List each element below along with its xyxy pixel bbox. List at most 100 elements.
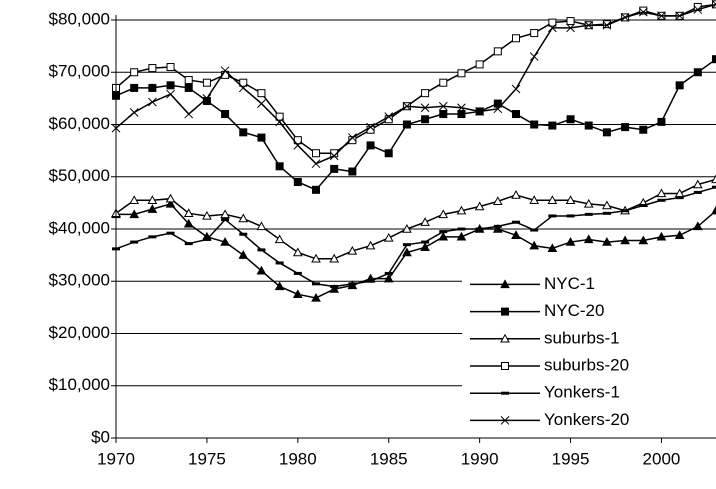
marker xyxy=(457,110,466,119)
marker xyxy=(501,307,509,316)
marker xyxy=(402,120,411,129)
y-tick-label: $30,000 xyxy=(49,271,110,290)
marker xyxy=(348,167,357,176)
y-tick-label: $60,000 xyxy=(49,114,110,133)
marker xyxy=(293,141,303,150)
marker xyxy=(711,174,716,184)
marker xyxy=(584,121,593,130)
marker xyxy=(530,29,539,38)
marker xyxy=(148,235,157,239)
legend-label: Yonkers-20 xyxy=(544,410,629,429)
x-tick-label: 1970 xyxy=(97,449,135,468)
x-tick-label: 1995 xyxy=(552,449,590,468)
marker xyxy=(457,69,466,78)
legend-label: NYC-20 xyxy=(544,301,604,320)
marker xyxy=(147,204,158,213)
marker xyxy=(501,362,509,370)
marker xyxy=(275,117,284,127)
marker xyxy=(438,231,449,241)
marker xyxy=(239,128,248,137)
marker xyxy=(330,284,339,288)
marker xyxy=(311,292,321,302)
series-line xyxy=(115,186,716,288)
marker xyxy=(657,117,666,126)
marker xyxy=(184,76,193,85)
marker xyxy=(184,83,193,92)
marker xyxy=(383,273,394,283)
marker xyxy=(439,78,448,87)
marker xyxy=(674,230,685,239)
marker xyxy=(292,247,303,257)
marker xyxy=(165,193,176,203)
marker xyxy=(274,281,285,291)
marker xyxy=(329,151,339,161)
x-tick-label: 1980 xyxy=(279,449,317,468)
marker xyxy=(602,128,611,137)
marker xyxy=(274,234,285,244)
marker xyxy=(565,237,576,246)
y-tick-label: $50,000 xyxy=(49,166,110,185)
marker xyxy=(220,209,230,219)
marker xyxy=(675,11,684,21)
marker xyxy=(239,232,248,236)
marker xyxy=(566,17,575,26)
legend-label: Yonkers-1 xyxy=(544,383,620,402)
marker xyxy=(183,208,194,218)
marker xyxy=(275,112,284,121)
marker xyxy=(512,220,520,224)
marker xyxy=(366,279,375,283)
y-tick-label: $20,000 xyxy=(49,323,110,342)
marker xyxy=(602,200,612,210)
marker xyxy=(493,47,502,56)
marker xyxy=(257,89,266,98)
marker xyxy=(184,242,193,246)
marker xyxy=(366,122,375,132)
marker xyxy=(402,223,412,233)
marker xyxy=(293,177,302,186)
axes: $0 $10,000 $20,000 $30,000 $40,000 $50,000 $60… xyxy=(49,9,716,468)
marker xyxy=(421,89,430,98)
marker xyxy=(239,78,248,87)
marker xyxy=(584,212,593,216)
marker xyxy=(656,188,667,198)
marker xyxy=(166,231,175,235)
marker xyxy=(148,64,157,73)
marker xyxy=(257,248,266,252)
marker xyxy=(347,245,358,255)
marker xyxy=(148,83,157,92)
marker xyxy=(383,232,394,242)
marker xyxy=(202,237,211,241)
marker xyxy=(529,195,540,204)
x-tick-label: 1985 xyxy=(370,449,408,468)
marker xyxy=(474,201,485,211)
y-tick-label: $70,000 xyxy=(49,62,110,81)
marker xyxy=(420,242,430,251)
marker xyxy=(566,115,575,124)
marker xyxy=(384,271,393,275)
marker xyxy=(493,99,502,108)
marker xyxy=(129,195,140,204)
marker xyxy=(639,6,648,15)
legend-label: NYC-1 xyxy=(544,274,595,293)
marker xyxy=(456,231,467,241)
marker xyxy=(166,81,175,90)
marker xyxy=(583,234,594,244)
marker xyxy=(512,110,520,119)
marker xyxy=(238,83,248,93)
marker xyxy=(639,125,648,134)
marker xyxy=(312,282,320,286)
y-tick-label: $0 xyxy=(91,427,110,446)
marker xyxy=(693,68,702,77)
marker xyxy=(711,0,716,9)
marker xyxy=(511,190,521,199)
series-line xyxy=(116,203,716,299)
marker xyxy=(129,209,140,219)
marker xyxy=(638,235,649,245)
marker xyxy=(500,416,510,425)
marker xyxy=(238,250,249,259)
marker xyxy=(439,110,448,119)
marker xyxy=(693,2,702,11)
y-tick-label: $40,000 xyxy=(49,218,110,237)
marker xyxy=(275,162,284,171)
marker xyxy=(656,231,667,241)
